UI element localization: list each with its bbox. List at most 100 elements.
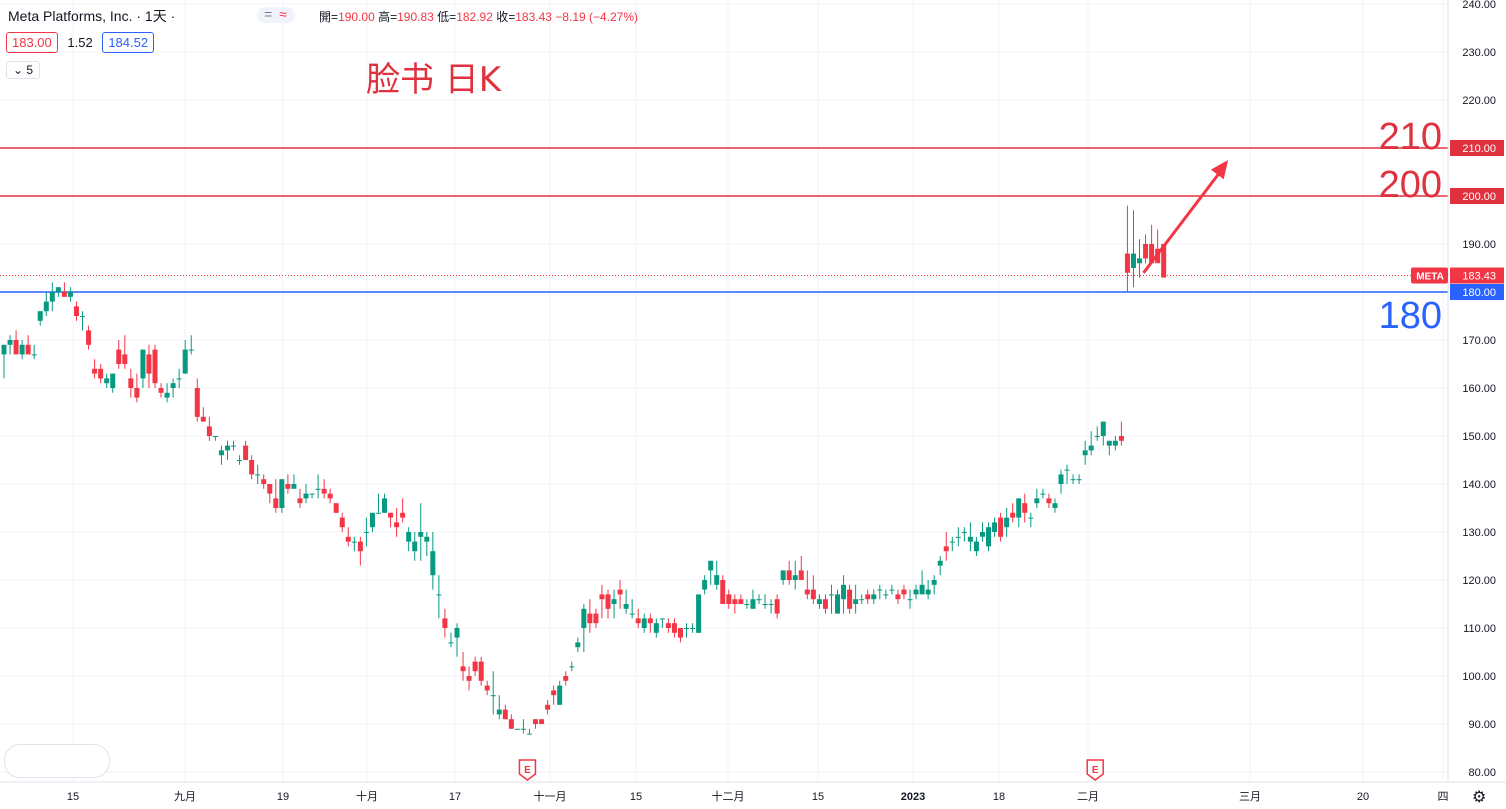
candle-body (412, 541, 418, 552)
candle-body (1130, 253, 1136, 268)
candle-body (345, 536, 351, 542)
symbol-title[interactable]: Meta Platforms, Inc. · 1天 · (8, 8, 176, 24)
candle-body (212, 436, 218, 437)
price-axis[interactable]: 240.00 230.00 220.00 210.00 200.00 190.00 180.… (1411, 0, 1504, 782)
candle-body (448, 642, 454, 644)
candle-body (744, 604, 750, 605)
candle-body (98, 368, 104, 379)
arrow-head (1210, 160, 1229, 180)
symbol-legend: Meta Platforms, Inc. · 1天 · = ≈ 開=190.00… (8, 6, 638, 26)
candle-body (611, 599, 617, 604)
level-label: 200 (1379, 164, 1442, 206)
close-value: 183.43 (515, 10, 552, 24)
candle-body (315, 488, 321, 490)
candle-body (25, 344, 31, 355)
candle-body (792, 575, 798, 580)
candle-body (835, 594, 841, 614)
candle-body (472, 661, 478, 672)
y-tick-label: 110.00 (1463, 623, 1496, 635)
x-tick-label: 四 (1438, 791, 1449, 803)
x-tick-label: 十一月 (534, 789, 567, 803)
candle-body (520, 728, 526, 730)
candle-body (484, 685, 490, 691)
candle-body (804, 589, 810, 595)
candlestick-series (1, 205, 1167, 735)
candle-body (1022, 503, 1028, 513)
candle-body (768, 604, 774, 605)
candle-body (828, 594, 834, 596)
candle-body (925, 589, 931, 595)
symbol-badge (1411, 267, 1448, 284)
candle-body (200, 416, 206, 422)
candle-body (865, 594, 871, 600)
time-axis[interactable]: 15 九月 19 十月 17 十一月 15 十二月 15 2023 18 二月 三月 20 四 (0, 781, 1506, 803)
y-tick-label: 140.00 (1462, 479, 1496, 491)
candle-body (599, 594, 605, 600)
last-price-badge (1450, 267, 1504, 284)
candle-body (321, 488, 327, 494)
candle-body (575, 642, 581, 648)
x-tick-label: 三月 (1239, 791, 1261, 803)
candle-body (732, 599, 738, 604)
earnings-marker-label: E (524, 765, 531, 776)
candle-body (726, 594, 732, 604)
candle-body (285, 484, 291, 489)
level-axis-label: 210.00 (1462, 143, 1496, 155)
candle-body (973, 541, 979, 552)
last-price-label: 183.43 (1462, 271, 1496, 283)
candle-body (1004, 517, 1010, 528)
candle-body (931, 580, 937, 585)
high-value: 190.83 (397, 10, 434, 24)
candle-body (629, 613, 635, 615)
candle-body (454, 628, 460, 638)
indicators-toggle[interactable]: ⌄ 5 (6, 61, 41, 79)
candle-body (1016, 498, 1022, 518)
level-axis-badge (1450, 284, 1504, 300)
candle-body (581, 608, 587, 628)
y-tick-label: 100.00 (1462, 671, 1496, 683)
candle-body (943, 546, 949, 552)
candle-body (303, 493, 309, 499)
candle-body (937, 560, 943, 566)
symbol-search-pill[interactable] (4, 744, 110, 778)
candle-body (140, 349, 146, 379)
candle-body (756, 599, 762, 601)
candle-body (986, 527, 992, 547)
bid-button[interactable]: 183.00 (6, 32, 58, 53)
candle-body (1070, 479, 1076, 481)
candle-body (750, 599, 756, 609)
change-value: −8.19 (−4.27%) (555, 10, 639, 24)
candle-body (182, 349, 188, 374)
candle-body (261, 479, 267, 484)
candle-body (659, 618, 665, 620)
candle-body (774, 599, 780, 614)
candle-body (822, 599, 828, 609)
candle-body (351, 541, 357, 543)
candle-body (31, 354, 37, 356)
candle-body (460, 666, 466, 672)
candle-body (641, 618, 647, 628)
candle-body (406, 532, 412, 542)
ask-button[interactable]: 184.52 (102, 32, 155, 53)
y-tick-label: 220.00 (1462, 95, 1496, 107)
candle-body (273, 498, 279, 508)
x-tick-label: 20 (1357, 791, 1369, 803)
candle-body (684, 628, 690, 629)
candle-body (677, 628, 683, 638)
legend-chip[interactable]: = ≈ (257, 6, 296, 24)
y-tick-label: 80.00 (1468, 767, 1496, 779)
candle-body (86, 330, 92, 345)
candle-body (388, 512, 394, 518)
candle-body (539, 719, 545, 724)
candle-body (671, 623, 677, 633)
candle-body (375, 512, 381, 514)
gear-icon[interactable]: ⚙ (1472, 789, 1487, 806)
candle-body (19, 344, 25, 355)
high-label: 高= (378, 10, 398, 24)
candle-body (907, 599, 913, 601)
y-tick-label: 230.00 (1462, 47, 1496, 59)
candle-body (478, 661, 484, 681)
candle-body (164, 392, 170, 398)
